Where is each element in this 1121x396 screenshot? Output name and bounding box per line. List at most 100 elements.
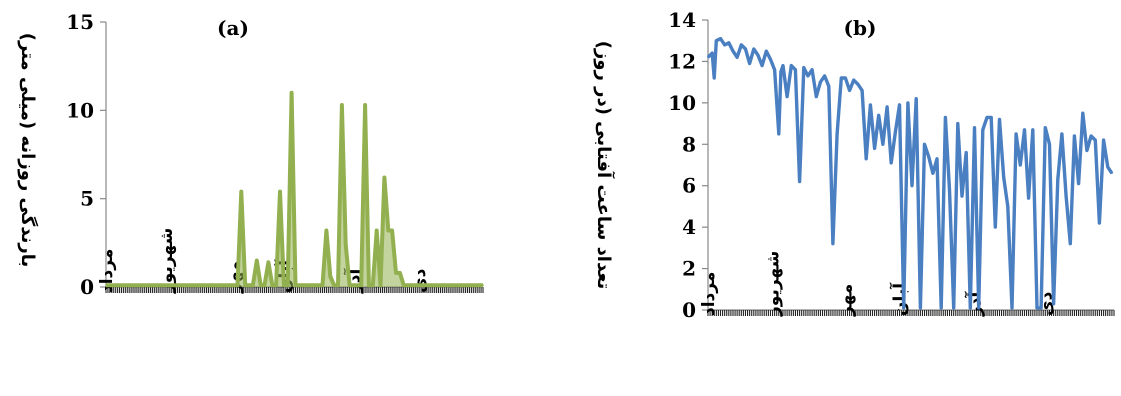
data-point [402, 284, 405, 287]
data-point [356, 284, 359, 287]
data-point [715, 39, 718, 42]
x-month-label: آبان [889, 282, 911, 316]
data-point [1086, 149, 1088, 152]
data-point [794, 68, 797, 71]
data-point [1106, 166, 1109, 168]
x-month-label: مهر [836, 284, 856, 317]
data-point [919, 307, 922, 309]
data-point [798, 180, 801, 183]
data-point [1032, 128, 1034, 131]
x-month-label: دی [410, 268, 430, 293]
data-point [321, 284, 324, 287]
panel-label: (b) [844, 16, 877, 40]
data-point [952, 307, 955, 309]
data-point [915, 97, 918, 100]
data-point [430, 284, 432, 287]
data-point [757, 54, 759, 57]
data-point [236, 284, 239, 287]
data-point [383, 176, 386, 179]
data-point [306, 284, 308, 287]
data-point [961, 195, 963, 197]
data-point [275, 284, 277, 287]
data-point [1077, 182, 1080, 185]
data-point [777, 133, 780, 135]
data-point [1002, 176, 1005, 179]
data-point [711, 52, 713, 54]
data-point [314, 284, 316, 287]
data-point [1036, 307, 1038, 309]
data-point [1069, 242, 1072, 245]
data-point [948, 189, 951, 191]
data-point [936, 157, 938, 160]
data-point [248, 284, 250, 287]
series-area [106, 92, 483, 287]
data-point [886, 106, 888, 108]
data-point [368, 284, 370, 287]
data-point [732, 50, 734, 52]
data-point [894, 131, 897, 133]
data-point [769, 58, 772, 61]
data-point [773, 68, 776, 71]
x-month-label: مرداد [699, 272, 719, 316]
x-month-label: شهریور [764, 251, 784, 317]
data-point [907, 102, 909, 104]
data-point [1027, 197, 1030, 199]
data-point [744, 48, 747, 50]
data-point [337, 284, 339, 287]
data-point [375, 229, 378, 232]
data-point [1019, 164, 1022, 166]
data-point [344, 243, 347, 246]
data-point [364, 104, 366, 106]
data-point [973, 126, 976, 129]
panel-label: (a) [217, 16, 249, 40]
data-point [1007, 205, 1009, 208]
data-point [911, 184, 913, 187]
y-tick-label: 6 [682, 174, 696, 198]
data-point [294, 284, 297, 287]
data-point [827, 85, 830, 88]
y-tick-label: 10 [66, 98, 94, 122]
y-tick-label: 4 [682, 215, 696, 239]
data-point [802, 66, 805, 69]
data-point [1102, 139, 1105, 141]
data-point [969, 307, 972, 309]
data-point [852, 79, 855, 81]
series-line [706, 36, 1114, 310]
data-point [1040, 307, 1042, 309]
data-point [807, 75, 809, 77]
data-point [990, 116, 992, 119]
data-point [832, 242, 834, 245]
data-point [348, 284, 351, 287]
data-point [861, 89, 863, 92]
y-tick-label: 14 [668, 8, 696, 32]
data-point [418, 284, 421, 287]
data-point [782, 64, 784, 67]
data-point [1065, 195, 1067, 197]
data-point [1048, 143, 1051, 146]
data-point [927, 155, 930, 158]
data-point [387, 229, 390, 232]
data-point [940, 307, 942, 309]
data-point [994, 226, 997, 228]
data-point [761, 64, 763, 67]
data-point [728, 41, 730, 44]
data-point [1094, 139, 1097, 141]
data-point [719, 37, 722, 40]
data-point [848, 89, 851, 92]
data-point [713, 77, 716, 79]
data-point [298, 284, 301, 287]
data-point [873, 147, 876, 150]
data-point [753, 48, 755, 50]
data-point [836, 133, 838, 135]
data-point [255, 259, 258, 262]
data-point [1011, 307, 1013, 309]
data-point [898, 104, 901, 106]
data-point [723, 44, 726, 46]
data-point [310, 284, 312, 287]
data-point [482, 284, 484, 287]
x-month-label: مرداد [97, 249, 117, 293]
data-point [790, 64, 793, 67]
data-point [869, 104, 872, 106]
